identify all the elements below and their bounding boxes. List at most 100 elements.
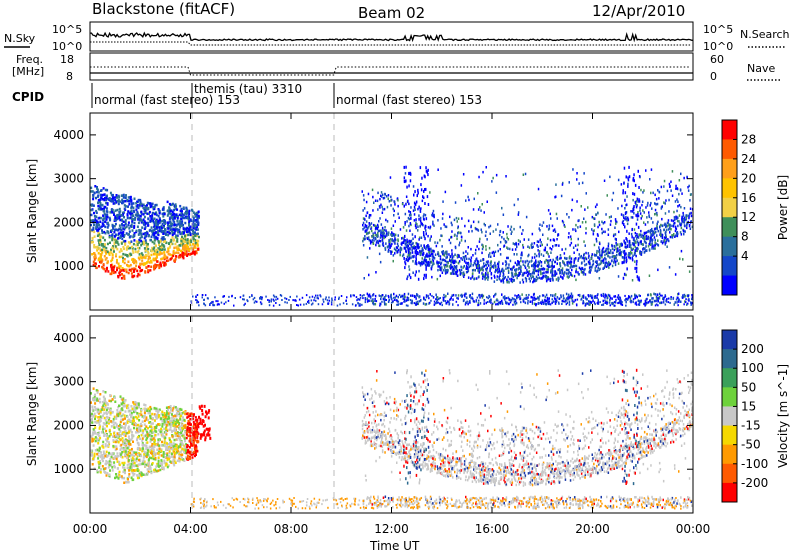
heatmap-cell [179, 204, 182, 208]
heatmap-cell [193, 239, 195, 243]
heatmap-cell [131, 212, 134, 216]
heatmap-cell [324, 298, 327, 301]
heatmap-cell [100, 235, 103, 238]
heatmap-cell [585, 251, 587, 255]
heatmap-cell [635, 200, 638, 203]
heatmap-cell [563, 300, 565, 303]
heatmap-cell [130, 200, 133, 203]
heatmap-cell [527, 272, 530, 275]
heatmap-cell [467, 276, 470, 279]
heatmap-cell [92, 260, 95, 264]
heatmap-cell [661, 294, 663, 297]
heatmap-cell [370, 222, 373, 225]
heatmap-cell [504, 239, 507, 243]
heatmap-cell [565, 268, 568, 272]
heatmap-cell [413, 294, 416, 297]
heatmap-cell [598, 263, 600, 266]
heatmap-cell [122, 413, 125, 416]
heatmap-cell [555, 278, 558, 281]
heatmap-cell [382, 228, 384, 232]
heatmap-cell [212, 303, 214, 306]
heatmap-cell [604, 261, 607, 265]
heatmap-cell [140, 210, 143, 214]
heatmap-cell [627, 216, 629, 220]
heatmap-cell [188, 247, 191, 251]
heatmap-cell [560, 294, 562, 297]
heatmap-cell [408, 239, 410, 243]
heatmap-cell [108, 253, 111, 256]
heatmap-cell [443, 223, 445, 226]
heatmap-cell [490, 266, 493, 269]
heatmap-cell [136, 454, 139, 458]
heatmap-cell [450, 261, 453, 264]
heatmap-cell [168, 230, 171, 233]
heatmap-cell [104, 258, 107, 261]
heatmap-cell [407, 248, 409, 252]
heatmap-cell [163, 238, 166, 241]
heatmap-cell [506, 236, 508, 239]
heatmap-cell [453, 218, 456, 222]
heatmap-cell [554, 270, 556, 273]
heatmap-cell [158, 453, 161, 456]
heatmap-cell [117, 232, 120, 235]
heatmap-cell [637, 214, 640, 218]
heatmap-cell [528, 277, 530, 280]
heatmap-cell [481, 273, 484, 276]
heatmap-cell [259, 301, 262, 304]
heatmap-cell [152, 231, 154, 235]
heatmap-cell [572, 246, 575, 249]
heatmap-cell [106, 221, 109, 225]
heatmap-cell [133, 267, 136, 270]
heatmap-cell [145, 206, 148, 210]
heatmap-cell [368, 273, 370, 277]
heatmap-cell [166, 259, 168, 263]
heatmap-cell [646, 301, 648, 305]
heatmap-cell [538, 296, 540, 299]
heatmap-cell [483, 273, 485, 276]
heatmap-cell [195, 211, 198, 215]
heatmap-cell [630, 210, 632, 213]
heatmap-cell [497, 262, 499, 266]
heatmap-cell [462, 251, 465, 255]
heatmap-cell [161, 248, 164, 251]
heatmap-cell [659, 301, 661, 305]
heatmap-cell [645, 169, 647, 172]
heatmap-cell [95, 227, 98, 230]
heatmap-cell [362, 239, 364, 243]
heatmap-cell [583, 271, 585, 275]
heatmap-cell [132, 206, 135, 209]
heatmap-cell [164, 263, 167, 266]
heatmap-cell [407, 299, 409, 302]
heatmap-cell [589, 271, 591, 274]
heatmap-cell [92, 193, 95, 197]
heatmap-cell [471, 275, 474, 278]
heatmap-cell [585, 231, 587, 235]
heatmap-cell [195, 239, 198, 242]
heatmap-cell [532, 298, 534, 301]
heatmap-cell [533, 268, 536, 272]
heatmap-cell [675, 232, 678, 235]
heatmap-cell [556, 217, 558, 220]
heatmap-cell [545, 258, 547, 262]
heatmap-cell [180, 207, 183, 211]
heatmap-cell [657, 229, 659, 233]
heatmap-cell [396, 197, 399, 200]
heatmap-cell [503, 269, 505, 272]
heatmap-cell [416, 294, 419, 297]
heatmap-cell [583, 259, 586, 263]
heatmap-cell [171, 236, 174, 239]
heatmap-cell [447, 300, 449, 303]
heatmap-cell [629, 250, 632, 253]
heatmap-cell [567, 294, 570, 297]
heatmap-cell [605, 248, 608, 252]
heatmap-cell [112, 197, 115, 200]
heatmap-cell [660, 223, 662, 227]
heatmap-cell [626, 267, 628, 271]
heatmap-cell [446, 270, 449, 274]
heatmap-cell [543, 301, 545, 304]
heatmap-cell [279, 294, 282, 296]
heatmap-cell [643, 302, 646, 305]
heatmap-cell [683, 232, 685, 236]
heatmap-cell [373, 201, 375, 204]
heatmap-cell [432, 259, 435, 263]
